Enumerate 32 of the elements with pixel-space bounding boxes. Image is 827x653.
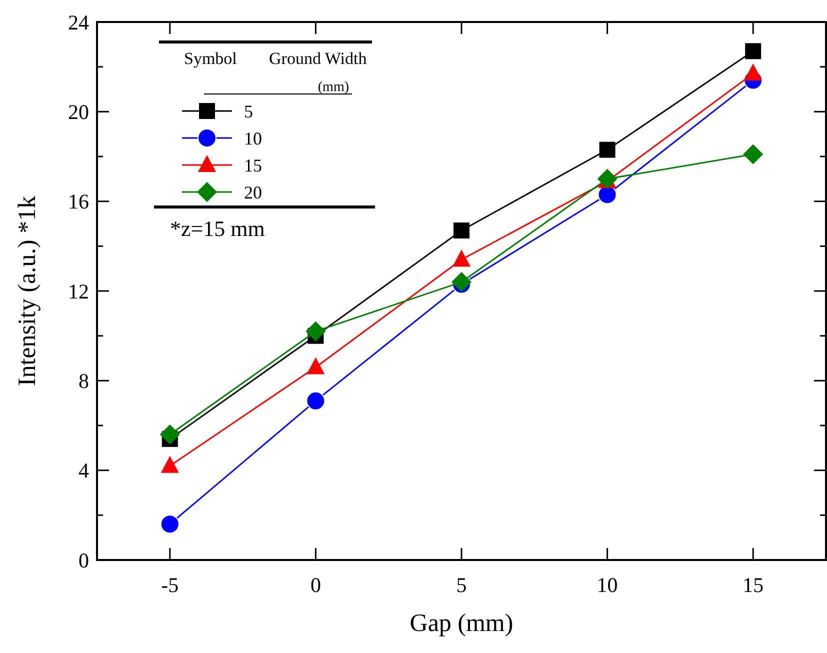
y-tick-label: 8 — [78, 369, 89, 394]
y-tick-label: 4 — [78, 458, 90, 483]
annotation: *z=15 mm — [170, 216, 265, 241]
x-tick-label: 5 — [456, 573, 467, 597]
legend-label: 10 — [244, 128, 262, 148]
y-tick-label: 24 — [68, 10, 90, 34]
point — [160, 456, 179, 473]
x-tick-label: 10 — [596, 573, 618, 597]
legend-label: 5 — [244, 101, 253, 122]
y-tick-label: 12 — [68, 279, 89, 304]
point — [306, 391, 326, 410]
point — [452, 250, 470, 267]
point — [160, 514, 180, 534]
point — [599, 142, 616, 158]
y-tick-label: 16 — [68, 190, 89, 214]
x-tick-label: 0 — [310, 573, 321, 597]
x-axis-title: Gap (mm) — [410, 610, 514, 637]
point — [743, 144, 764, 164]
x-tick-label: -5 — [161, 573, 179, 597]
point — [160, 424, 180, 444]
text: Symbol Ground Width (mm) — [184, 49, 367, 95]
x-tick-label: 15 — [742, 573, 764, 597]
y-tick-label: 20 — [68, 100, 89, 124]
legend-label: 15 — [244, 155, 262, 176]
y-tick-label: 0 — [78, 548, 89, 572]
point — [745, 43, 762, 60]
legend-label: 20 — [244, 182, 262, 202]
point — [454, 222, 470, 238]
point — [744, 64, 762, 81]
point — [306, 357, 325, 374]
y-axis-title: Intensity (a.u.) *1k — [14, 195, 41, 386]
point — [306, 321, 326, 342]
